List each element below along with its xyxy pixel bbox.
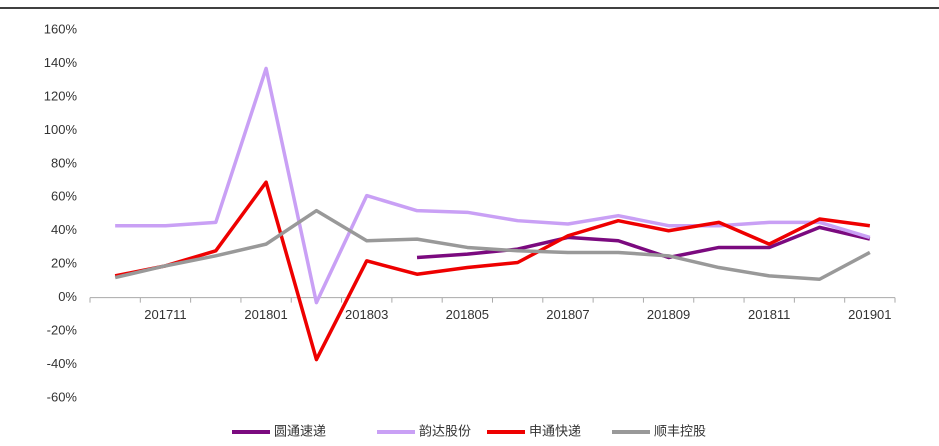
series-line	[114, 180, 871, 362]
y-tick-label: 40%	[51, 222, 77, 237]
y-tick-label: -40%	[47, 356, 78, 371]
y-tick-label: -60%	[47, 389, 78, 404]
y-tick-label: 60%	[51, 189, 77, 204]
x-tick-label: 201811	[748, 307, 790, 322]
x-tick-label: 201809	[647, 307, 690, 322]
x-tick-label: 201805	[446, 307, 489, 322]
series-line	[114, 208, 871, 281]
y-tick-label: 100%	[44, 122, 78, 137]
x-tick-label: 201803	[345, 307, 388, 322]
legend-label: 韵达股份	[419, 423, 471, 438]
y-tick-label: 80%	[51, 155, 77, 170]
legend-label: 圆通速递	[274, 423, 326, 438]
y-tick-label: 20%	[51, 256, 77, 271]
legend-label: 申通快递	[529, 423, 581, 438]
y-tick-label: 160%	[44, 21, 78, 36]
legend-label: 顺丰控股	[654, 423, 706, 438]
y-tick-label: 120%	[44, 88, 78, 103]
x-tick-label: 201801	[244, 307, 287, 322]
x-tick-label: 201901	[848, 307, 891, 322]
y-tick-label: 140%	[44, 55, 78, 70]
x-tick-label: 201807	[546, 307, 589, 322]
y-tick-label: 0%	[58, 289, 77, 304]
series-line	[416, 225, 871, 260]
y-tick-label: -20%	[47, 323, 78, 338]
x-tick-label: 201711	[144, 307, 186, 322]
series-line	[115, 66, 871, 305]
